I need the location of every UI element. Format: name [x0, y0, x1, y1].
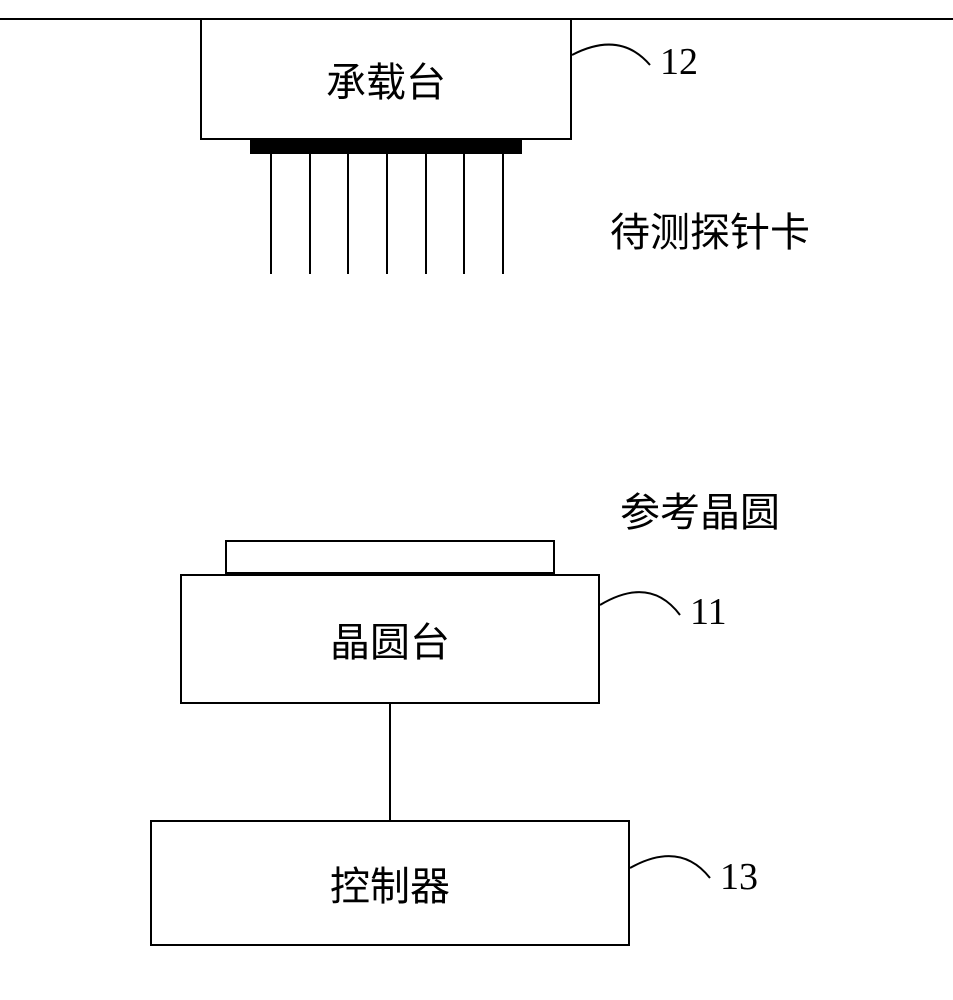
probe-needle	[463, 154, 465, 274]
probe-needle	[347, 154, 349, 274]
carrier-stage-box: 承载台	[200, 18, 572, 140]
ref-number-12: 12	[660, 40, 698, 84]
leader-curve	[630, 856, 710, 878]
carrier-stage-label: 承载台	[326, 50, 446, 108]
leader-curve	[572, 45, 650, 65]
ref-number-11: 11	[690, 590, 727, 634]
reference-wafer-label: 参考晶圆	[620, 480, 780, 538]
probe-needle	[425, 154, 427, 274]
probe-needle	[502, 154, 504, 274]
connector-line	[389, 704, 391, 820]
probe-needle	[309, 154, 311, 274]
probe-card-base	[250, 140, 522, 154]
controller-label: 控制器	[330, 854, 450, 912]
controller-box: 控制器	[150, 820, 630, 946]
probe-needle	[270, 154, 272, 274]
wafer-stage-box: 晶圆台	[180, 574, 600, 704]
reference-wafer-box	[225, 540, 555, 574]
ref-number-13: 13	[720, 855, 758, 899]
leader-curve	[600, 592, 680, 615]
wafer-stage-label: 晶圆台	[330, 610, 450, 668]
probe-card-label: 待测探针卡	[610, 200, 810, 258]
probe-needle	[386, 154, 388, 274]
